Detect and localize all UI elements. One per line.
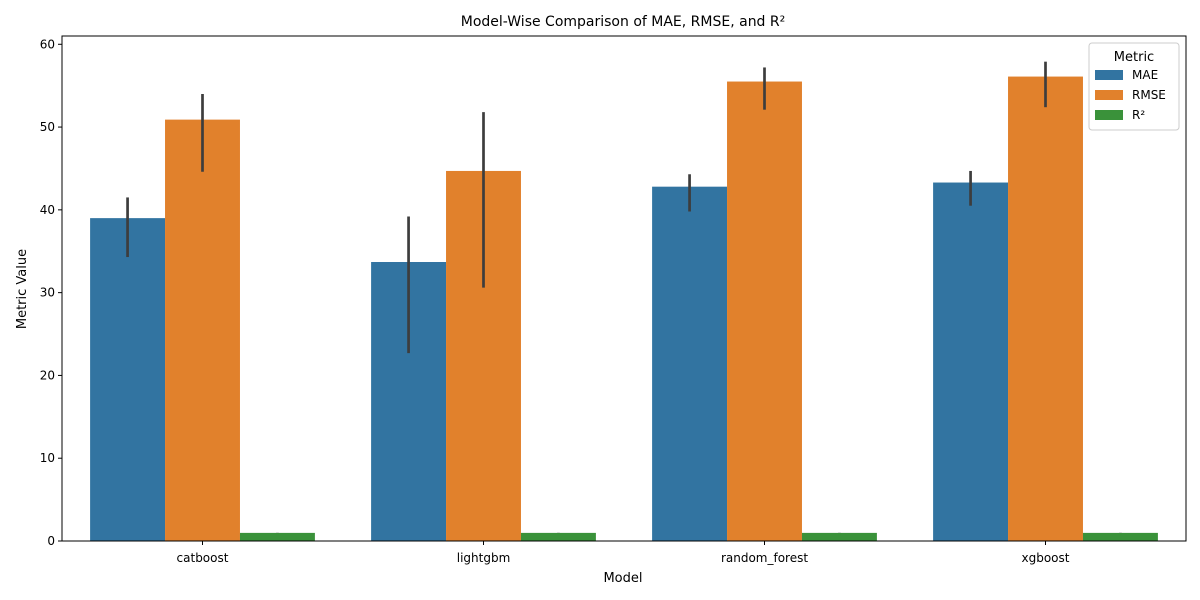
legend-swatch-MAE (1095, 70, 1123, 80)
y-tick-label: 60 (40, 37, 55, 51)
bar-xgboost-RMSE (1008, 76, 1083, 541)
bar-xgboost-R² (1082, 532, 1158, 541)
legend-swatch-RMSE (1095, 90, 1123, 100)
x-tick-label: random_forest (721, 551, 808, 565)
legend-label-MAE: MAE (1132, 68, 1158, 82)
y-axis: 0 10 20 30 40 50 60 (40, 37, 62, 548)
bar-random_forest-R² (801, 532, 877, 541)
errorbars-layer (126, 61, 1122, 533)
bar-xgboost-MAE (933, 182, 1009, 542)
x-tick-label: lightgbm (457, 551, 511, 565)
bars-layer (90, 76, 1158, 542)
x-axis: catboost lightgbm random_forest xgboost (177, 541, 1070, 565)
x-tick-label: catboost (177, 551, 229, 565)
y-tick-label: 20 (40, 368, 55, 382)
legend-frame (1088, 42, 1180, 131)
y-tick-label: 40 (40, 203, 55, 217)
bar-lightgbm-R² (520, 532, 596, 541)
legend-swatch-R² (1095, 110, 1123, 120)
y-tick-label: 0 (47, 534, 55, 548)
y-axis-label: Metric Value (15, 249, 30, 329)
legend-label-R²: R² (1132, 108, 1145, 122)
y-tick-label: 10 (40, 451, 55, 465)
bar-catboost-R² (239, 532, 315, 541)
legend-label-RMSE: RMSE (1132, 88, 1166, 102)
chart-title: Model-Wise Comparison of MAE, RMSE, and … (461, 14, 786, 30)
bar-catboost-MAE (90, 218, 166, 541)
x-axis-label: Model (603, 571, 642, 586)
plot-frame (61, 35, 1187, 542)
bar-random_forest-MAE (652, 186, 728, 542)
bar-random_forest-RMSE (727, 81, 802, 542)
legend: Metric MAE RMSE R² (1088, 42, 1180, 131)
x-tick-label: xgboost (1022, 551, 1070, 565)
bar-catboost-RMSE (165, 119, 240, 542)
y-tick-label: 30 (40, 286, 55, 300)
legend-title: Metric (1114, 50, 1154, 65)
y-tick-label: 50 (40, 120, 55, 134)
